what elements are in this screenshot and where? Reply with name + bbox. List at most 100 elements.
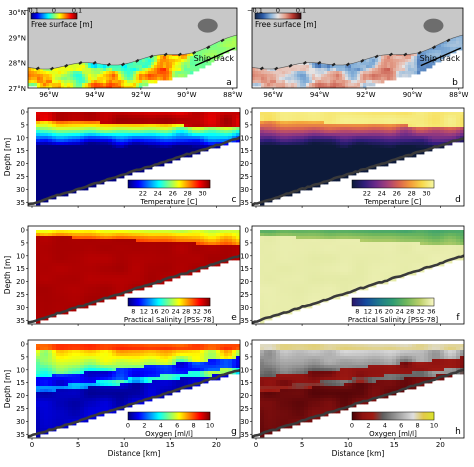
- colorbar-tick-label: 6: [175, 422, 179, 430]
- island-mark: [274, 66, 279, 71]
- depth-tick-label: 10: [240, 134, 249, 142]
- depth-tick-label: 35: [240, 431, 249, 439]
- island-mark: [149, 54, 154, 59]
- colorbar-tick-label: 16: [374, 308, 382, 316]
- colorbar: [127, 297, 211, 307]
- distance-tick-label: 10: [344, 441, 353, 449]
- ship-track-line: [420, 47, 462, 67]
- depth-tick-label: 20: [240, 392, 249, 400]
- lon-tick-label: 90°W: [403, 91, 422, 99]
- distance-tick-label: 15: [390, 441, 399, 449]
- depth-tick-label: 0: [21, 227, 25, 235]
- distance-tick-label: 5: [300, 441, 304, 449]
- distance-tick-label: 10: [120, 441, 129, 449]
- depth-tick-label: 5: [21, 121, 25, 129]
- colorbar-label: Oxygen [ml/l]: [145, 430, 193, 438]
- delta-patch: [423, 18, 444, 33]
- colorbar-tick-label: 8: [416, 422, 420, 430]
- island-mark: [49, 66, 55, 71]
- lon-tick-label: 96°W: [39, 91, 58, 99]
- depth-tick-label: 15: [16, 147, 25, 155]
- panel-letter: d: [455, 195, 461, 205]
- colorbar-tick-label: 36: [427, 308, 435, 316]
- island-mark: [403, 52, 408, 57]
- colorbar-tick-label: 12: [364, 308, 372, 316]
- depth-tick-label: 30: [240, 304, 249, 312]
- depth-tick-label: 15: [240, 147, 249, 155]
- colorbar: [351, 297, 435, 307]
- depth-axis-title: Depth [m]: [3, 256, 12, 294]
- island-mark: [177, 52, 182, 57]
- island-mark: [317, 60, 322, 65]
- colorbar-tick-label: 22: [139, 190, 147, 198]
- map-frame: [27, 7, 238, 89]
- colorbar-tick-label: 0: [276, 7, 280, 15]
- panel-letter: h: [455, 427, 461, 437]
- distance-tick-label: 20: [212, 441, 221, 449]
- colorbar-tick-label: 24: [171, 308, 179, 316]
- colorbar-tick-label: 16: [150, 308, 158, 316]
- colorbar-tick-label: 0.1: [296, 7, 306, 15]
- colorbar-tick-label: 30: [198, 190, 206, 198]
- lon-tick-label: 88°W: [449, 91, 468, 99]
- depth-tick-label: 25: [240, 291, 249, 299]
- island-mark: [64, 63, 69, 68]
- colorbar-label: Oxygen [ml/l]: [369, 430, 417, 438]
- island-mark: [345, 62, 350, 67]
- seafloor-line: [28, 254, 240, 324]
- depth-tick-label: 5: [21, 239, 25, 247]
- panel-letter: b: [452, 78, 458, 88]
- lat-tick-label: 30°N: [8, 9, 26, 17]
- lon-tick-label: 94°W: [85, 91, 104, 99]
- island-mark: [106, 62, 111, 67]
- section-frame: [27, 225, 241, 325]
- colorbar: [351, 411, 435, 421]
- lon-tick-label: 88°W: [223, 91, 242, 99]
- colorbar-tick-label: 28: [407, 190, 415, 198]
- depth-tick-label: 30: [16, 186, 25, 194]
- colorbar-tick-label: 4: [159, 422, 163, 430]
- depth-tick-label: 0: [245, 109, 249, 117]
- seafloor-line: [252, 137, 464, 206]
- island-mark: [331, 62, 336, 67]
- depth-tick-label: 25: [16, 291, 25, 299]
- depth-tick-label: 10: [240, 366, 249, 374]
- colorbar: [127, 179, 211, 189]
- island-mark: [388, 52, 394, 57]
- distance-axis-title: Distance [km]: [332, 449, 385, 458]
- depth-tick-label: 5: [245, 239, 249, 247]
- ship-track-label: Ship track: [194, 54, 235, 63]
- colorbar-tick-label: 26: [169, 190, 177, 198]
- delta-patch: [197, 18, 218, 33]
- section-frame: [251, 339, 465, 439]
- colorbar-tick-label: 0.1: [72, 7, 82, 15]
- depth-tick-label: 25: [240, 173, 249, 181]
- lat-tick-label: 29°N: [8, 34, 26, 42]
- colorbar-tick-label: 0: [52, 7, 56, 15]
- depth-tick-label: 5: [245, 353, 249, 361]
- panel-letter: g: [231, 427, 237, 437]
- seafloor-line: [252, 368, 464, 438]
- colorbar-tick-label: 10: [430, 422, 438, 430]
- island-mark: [78, 61, 83, 65]
- colorbar-tick-label: 36: [203, 308, 211, 316]
- island-mark: [302, 61, 307, 65]
- island-mark: [192, 50, 197, 55]
- colorbar-tick-label: 6: [399, 422, 403, 430]
- lat-tick-label: 28°N: [8, 60, 26, 68]
- panel-letter: a: [226, 78, 232, 88]
- depth-tick-label: 0: [21, 341, 25, 349]
- depth-tick-label: 30: [16, 304, 25, 312]
- colorbar-label: Free surface [m]: [255, 20, 317, 29]
- island-mark: [135, 58, 140, 63]
- island-mark: [288, 63, 293, 68]
- colorbar-label: Practical Salinity [PSS-78]: [348, 316, 439, 324]
- island-mark: [92, 60, 97, 65]
- depth-tick-label: 0: [21, 109, 25, 117]
- island-mark: [206, 45, 211, 50]
- distance-tick-label: 5: [76, 441, 80, 449]
- island-mark: [360, 58, 365, 63]
- colorbar-tick-label: 26: [393, 190, 401, 198]
